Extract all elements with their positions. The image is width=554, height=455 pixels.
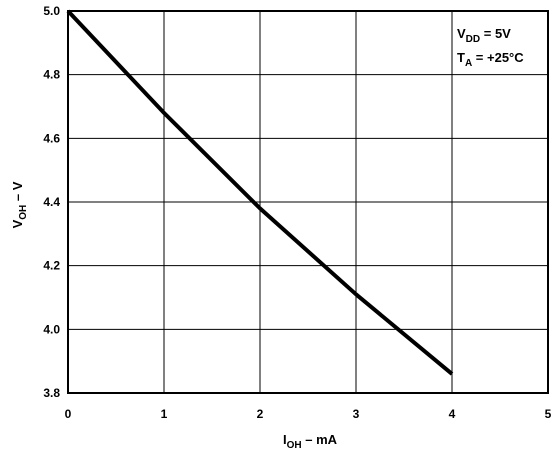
x-tick-label: 4 [449,407,456,421]
y-tick-label: 4.4 [43,195,60,209]
series-group [66,9,454,376]
x-tick-label: 0 [65,407,72,421]
x-tick-label: 2 [257,407,264,421]
x-tick-labels: 0 1 2 3 4 5 [65,407,552,421]
y-tick-label: 4.8 [43,68,60,82]
x-tick-label: 5 [545,407,552,421]
y-axis-label: VOH – V [10,181,29,228]
annotation-ta: TA = +25°C [457,50,524,69]
x-tick-label: 3 [353,407,360,421]
plot-frame [67,10,549,394]
annotation-vdd: VDD = 5V [457,26,511,45]
series-line-0 [66,9,454,376]
y-tick-label: 3.8 [43,386,60,400]
y-tick-label: 4.0 [43,322,60,336]
x-axis-label: IOH – mA [283,432,338,451]
y-tick-label: 4.2 [43,259,60,273]
y-tick-label: 4.6 [43,131,60,145]
y-tick-label: 5.0 [43,4,60,18]
y-tick-labels: 3.8 4.0 4.2 4.4 4.6 4.8 5.0 [43,4,60,400]
x-tick-label: 1 [161,407,168,421]
grid [67,10,549,394]
